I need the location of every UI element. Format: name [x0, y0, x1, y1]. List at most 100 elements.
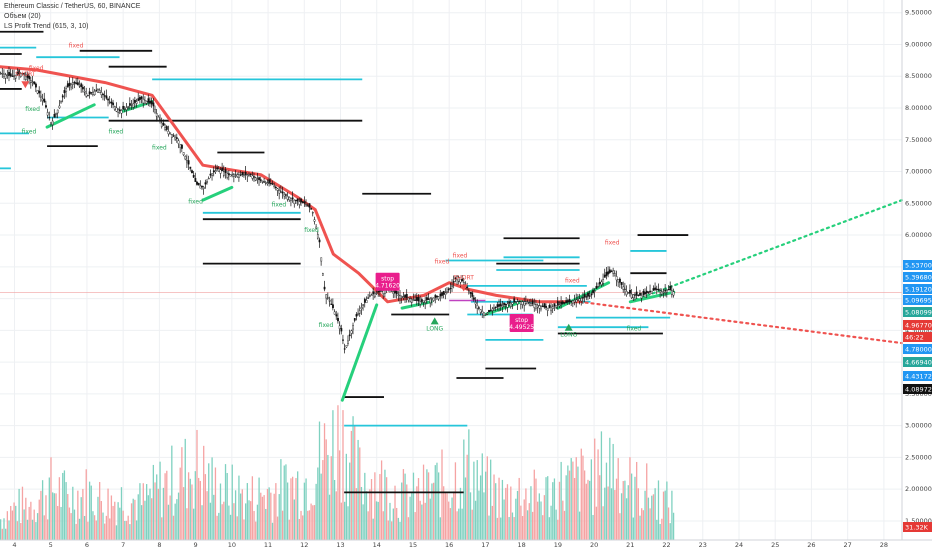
candle-body — [71, 82, 74, 85]
time-axis[interactable]: 4 5 6 7 8 9 10 11 12 13 14 15 16 17 18 19 20 21 22 23 24 25 26… — [12, 541, 888, 549]
volume-bar — [313, 505, 316, 540]
volume-bar — [513, 517, 515, 540]
volume-bar — [50, 457, 52, 540]
candle-body — [642, 290, 645, 295]
candle-body — [635, 291, 638, 296]
volume-bar — [286, 482, 289, 540]
volume-bar — [355, 488, 358, 540]
volume-bar — [530, 486, 532, 540]
candle-body — [0, 72, 2, 75]
volume-bar — [114, 501, 116, 540]
candle-body — [214, 170, 217, 172]
volume-bar — [637, 488, 639, 540]
volume-bar — [624, 480, 626, 540]
candle-body — [664, 289, 667, 292]
candle-body — [313, 219, 316, 222]
volume-bar — [387, 520, 389, 540]
candle-body — [217, 168, 220, 172]
volume-bar — [55, 493, 57, 540]
candle-body — [150, 100, 153, 105]
volume-bar — [422, 464, 425, 540]
candle-body — [189, 166, 192, 169]
price-tag-label: 31.32K — [905, 524, 929, 532]
candle-body — [244, 172, 247, 175]
candle-body — [85, 93, 88, 97]
candle-body — [243, 174, 245, 176]
candle-body — [194, 177, 197, 182]
volume-bar — [77, 490, 79, 540]
candle-body — [239, 174, 242, 176]
candle-body — [134, 100, 136, 103]
candle-body — [526, 302, 529, 305]
candle-body — [115, 107, 118, 112]
x-tick-label: 14 — [373, 541, 381, 549]
volume-bar — [99, 481, 101, 540]
volume-indicator-label[interactable]: Объем (20) — [4, 13, 41, 20]
volume-bar — [93, 515, 96, 540]
candle-body — [6, 74, 9, 77]
price-tags: 5.53700000 5.39680000 5.19120000 5.09695000… — [903, 260, 932, 532]
volume-bar — [317, 467, 319, 540]
projection-dotted-line — [629, 199, 904, 303]
candle-body — [466, 286, 469, 288]
grid — [0, 0, 902, 540]
trend-line — [0, 65, 582, 304]
candle-body — [365, 300, 368, 304]
volume-bar — [239, 493, 242, 540]
volume-bar — [495, 483, 497, 540]
y-tick-label: 9.50000000 — [905, 9, 932, 17]
volume-bar — [266, 488, 269, 540]
volume-bar — [394, 485, 396, 540]
price-tag — [903, 332, 932, 342]
candle-body — [75, 82, 78, 85]
candle-body — [575, 299, 578, 303]
candle-body — [541, 305, 544, 307]
volume-bar — [198, 477, 200, 540]
x-tick-label: 27 — [844, 541, 852, 549]
candle-body — [625, 291, 628, 295]
volume-bar — [206, 491, 208, 540]
volume-bar — [412, 472, 415, 540]
volume-bar — [21, 486, 24, 540]
candle-body — [335, 314, 338, 317]
volume-bar — [80, 497, 82, 540]
candle-body — [207, 178, 210, 180]
volume-bar — [182, 487, 185, 540]
volume-bar — [154, 482, 156, 540]
volume-bar — [523, 499, 525, 540]
candle-body — [380, 290, 383, 293]
ls-profit-trend-label[interactable]: LS Profit Trend (615, 3, 10) — [4, 23, 89, 30]
candle-body — [350, 330, 353, 334]
candle-body — [390, 290, 393, 293]
volume-bar — [585, 483, 587, 540]
candle-body — [120, 110, 123, 114]
volume-bar — [604, 487, 606, 540]
volume-bar — [318, 421, 321, 540]
candle-body — [88, 91, 91, 95]
volume-bar — [597, 449, 599, 540]
candle-body — [181, 144, 183, 149]
candle-body — [452, 281, 455, 283]
volume-bar — [151, 498, 153, 540]
y-tick-label: 7.50000000 — [905, 136, 932, 144]
volume-bar — [630, 473, 633, 540]
volume-bar — [63, 470, 66, 540]
volume-bar — [503, 499, 505, 540]
candle-body — [164, 127, 167, 130]
candle-body — [123, 108, 126, 110]
volume-bar — [0, 519, 2, 540]
candle-body — [82, 86, 84, 90]
candle-body — [499, 303, 502, 307]
volume-bar — [48, 477, 50, 540]
candle-body — [127, 106, 130, 108]
candle-body — [144, 100, 146, 104]
volume-bar — [421, 504, 423, 540]
candle-body — [511, 302, 514, 305]
candle-body — [139, 97, 141, 100]
symbol-title[interactable]: Ethereum Classic / TetherUS, 60, BINANCE — [4, 3, 141, 10]
stop-box-value: 4.71620 — [375, 283, 400, 290]
candle-body — [28, 75, 31, 80]
volume-bar — [43, 515, 45, 540]
volume-bar — [409, 496, 411, 540]
